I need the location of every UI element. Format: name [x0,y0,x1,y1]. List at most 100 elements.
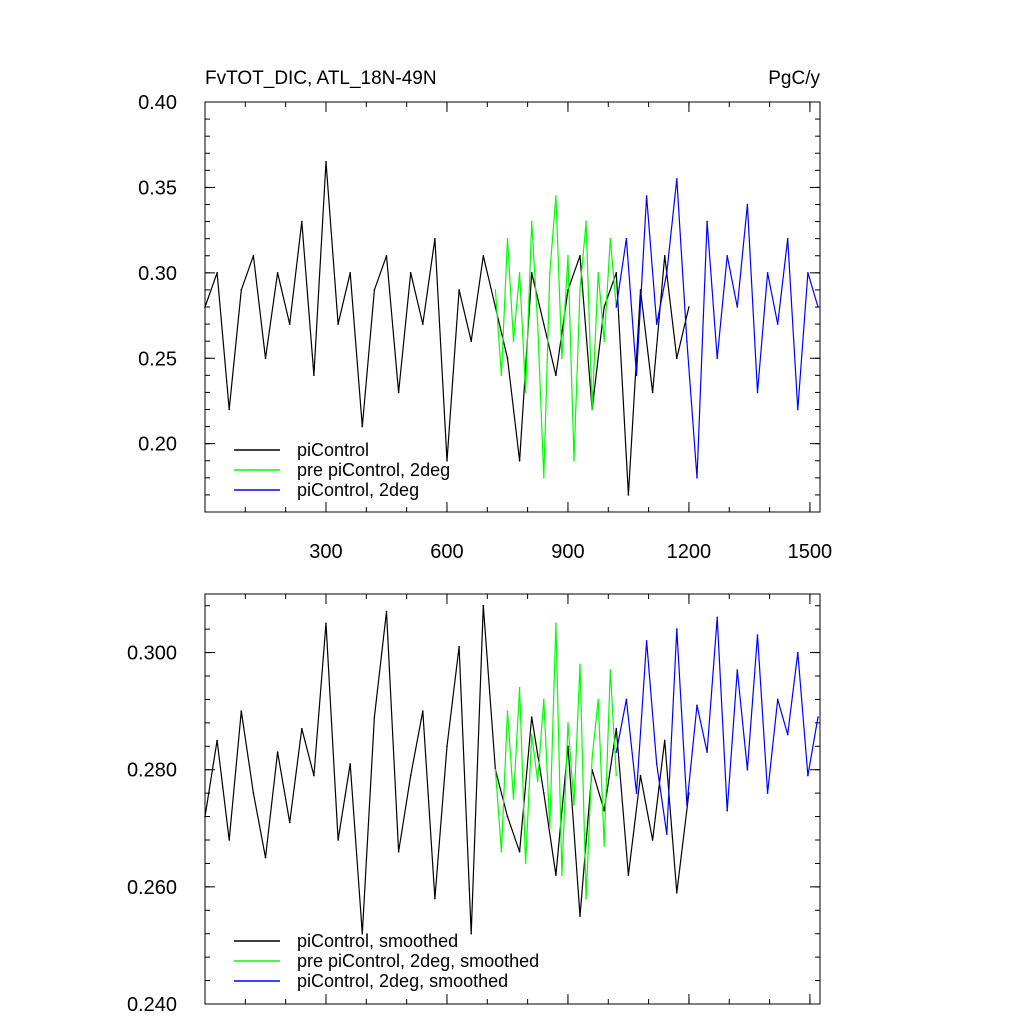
top-series-0-point [276,272,279,274]
top-series-0-point [555,374,557,377]
bottom-series-2-point [696,704,698,707]
top-series-0-point [385,255,388,257]
bottom-series-0-point [579,915,581,917]
bottom-series-0-point [288,821,291,824]
top-series-2-point [706,220,708,223]
top-series-0-point [603,306,605,308]
top-series-1-point [549,272,551,274]
legend-label-pre-picontrol-2deg-smoothed: pre piControl, 2deg, smoothed [297,951,539,971]
top-series-1-point [506,237,509,240]
top-series-0-point [373,289,376,291]
bottom-series-0-point [301,727,303,730]
top-series-2-point [736,306,739,308]
bottom-series-2-point [615,751,618,753]
bottom-series-0-point [240,710,243,712]
bottom-series-1-point [506,710,509,712]
bottom-series-1-point [549,827,551,830]
top-series-1-point [518,272,521,274]
bottom-series-2-point [716,616,718,619]
bottom-series-1-point [615,774,618,777]
top-series-1-point [555,195,557,197]
top-series-0-point [434,237,436,240]
bottom-series-0-point [676,891,678,894]
top-series-0-point [688,306,690,308]
bottom-series-1-point [585,897,587,900]
bottom-series-0-point [216,739,218,742]
bottom-series-0-point [422,710,424,712]
bottom-series-0-point [446,745,448,748]
top-x-axis: 300 600 900 1200 1500 [244,102,832,563]
top-series-0-point [518,460,521,462]
bottom-series-1-point [530,733,533,736]
top-series-2-point [817,306,819,308]
bottom-series-0-point [349,763,352,765]
top-series-0-point [458,289,460,291]
top-series-2-point [645,195,648,197]
bottom-series-0-point [639,774,642,777]
top-y-tick-label: 0.25 [138,348,177,370]
top-series-0-point [651,391,654,394]
bottom-series-1-point [536,780,539,783]
bottom-series-2-point [635,792,638,794]
bottom-series-0-point [615,727,618,730]
top-series-0-point [663,255,666,257]
top-series-2-point [615,306,618,308]
top-series-1-point [591,408,593,411]
top-series-group [204,161,819,496]
bottom-series-0-point [252,792,255,794]
top-series-1-point [500,374,503,377]
bottom-series-2-point [686,804,688,806]
bottom-series-1-point [543,698,545,701]
bottom-series-1-point [524,862,527,865]
top-series-0-point [482,255,485,257]
top-series-2-point [766,272,769,274]
top-series-0-point [506,357,509,360]
top-series-0-point [288,323,291,325]
bottom-series-0-point [228,839,230,841]
bottom-series-1-point [518,686,521,689]
top-series-0-point [494,306,497,308]
bottom-series-1-point [500,850,503,853]
bottom-series-0-point [518,850,521,853]
bottom-series-0-point [409,774,412,777]
top-series-0-point [337,323,339,325]
top-series-1-point [585,220,587,223]
top-legend: piControl pre piControl, 2deg piControl,… [234,440,450,500]
top-series-0-point [325,161,327,163]
bottom-series-1-point [555,622,557,625]
bottom-plot-frame [204,593,821,1005]
legend-label-picontrol-2deg-smoothed: piControl, 2deg, smoothed [297,971,508,991]
bottom-series-0-point [543,792,545,794]
bottom-series-2-point [776,698,779,701]
top-series-2-point [756,391,759,394]
bottom-series-0-point [264,856,267,859]
bottom-series-0-point [434,897,436,900]
top-series-2-point [776,323,779,325]
top-series-0-point [240,289,243,291]
top-x-tick-label: 300 [309,541,342,563]
top-series-0-point [349,272,352,274]
top-series-2-point [726,255,728,257]
bottom-series-0-point [530,716,533,718]
bottom-series-1-point [512,798,515,800]
top-series-line-1 [494,195,617,479]
bottom-y-tick-label: 0.240 [127,994,177,1016]
top-series-1-point [603,340,605,343]
top-series-line-0 [204,161,690,496]
top-series-line-2 [615,178,819,479]
top-series-0-point [204,306,206,308]
bottom-series-1-point [579,663,581,666]
top-y-tick-label: 0.30 [138,263,177,285]
top-series-1-point [567,255,569,257]
top-series-0-point [252,255,255,257]
top-series-2-point [746,203,749,206]
bottom-series-1-point [567,722,569,724]
bottom-series-2-point [817,716,819,718]
bottom-series-2-point [807,774,809,777]
top-series-0-point [313,374,315,377]
bottom-series-0-point [204,815,206,818]
top-series-0-point [676,357,678,360]
top-series-2-point [786,237,789,240]
chart-title-units: PgC/y [768,68,820,89]
